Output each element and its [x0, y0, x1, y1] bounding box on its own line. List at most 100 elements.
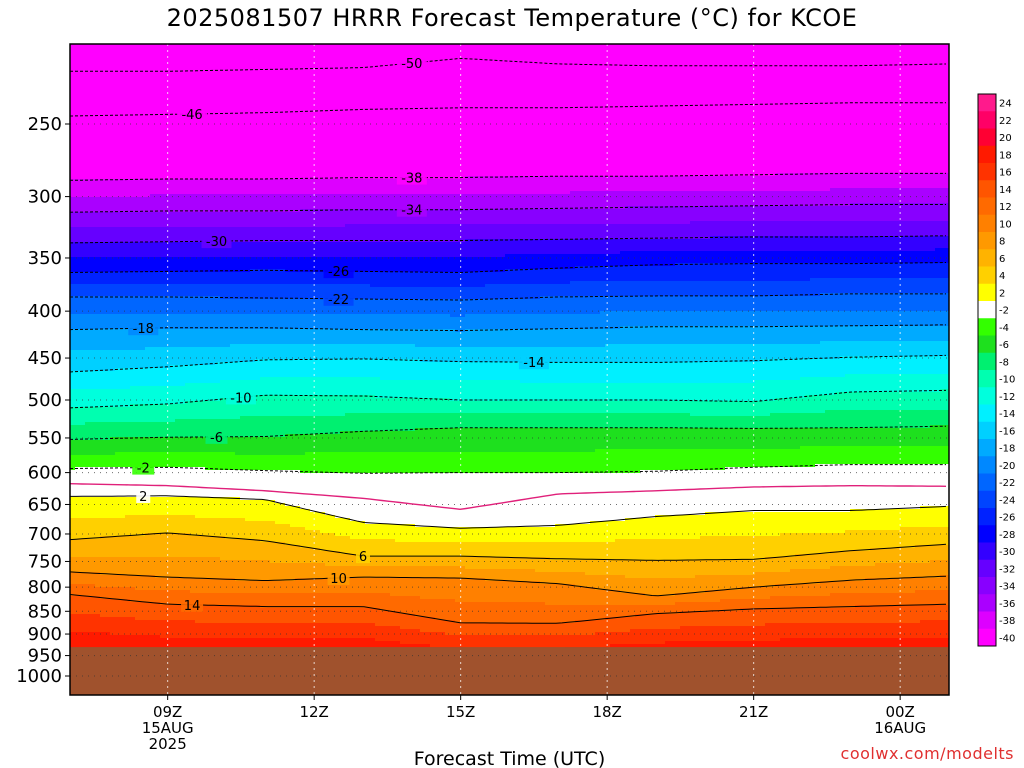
colorbar-label: -26: [999, 513, 1015, 524]
colorbar-label: -14: [999, 409, 1015, 420]
x-tick-label: 15AUG: [142, 719, 194, 737]
colorbar-label: -22: [999, 478, 1015, 489]
y-tick-label: 600: [28, 463, 62, 484]
isotherm-label: -14: [523, 356, 544, 371]
colorbar-swatch: [978, 232, 996, 250]
colorbar-label: -28: [999, 530, 1015, 541]
x-tick-label: 12Z: [299, 703, 328, 721]
isotherm-label-bg: [323, 264, 354, 279]
colorbar-label: -40: [999, 633, 1015, 644]
isotherm-line: [70, 532, 947, 561]
x-axis-label: Forecast Time (UTC): [414, 748, 605, 768]
isotherm-line: [70, 102, 946, 117]
colorbar-swatch: [978, 163, 996, 181]
isotherm-label-bg: [396, 170, 427, 185]
x-tick-label: 18Z: [592, 703, 621, 721]
colorbar-swatch: [978, 180, 996, 198]
y-tick-label: 700: [28, 524, 62, 545]
isotherm-label: -18: [133, 322, 154, 337]
colorbar-swatch: [978, 128, 996, 147]
colorbar-label: -34: [999, 582, 1015, 593]
colorbar-label: -38: [999, 616, 1015, 627]
colorbar-label: -4: [999, 323, 1009, 334]
isotherm-label-bg: [356, 549, 370, 564]
isotherm-label-bg: [181, 597, 204, 612]
colorbar-swatch: [978, 335, 996, 354]
colorbar-swatch: [978, 249, 996, 267]
isotherm-label: -2: [137, 462, 150, 477]
ground-fill: [70, 647, 949, 695]
isotherm-label-bg: [396, 202, 427, 217]
colorbar-swatch: [978, 542, 996, 561]
plot-frame: [69, 43, 950, 696]
isotherm-label-bg: [177, 106, 208, 121]
colorbar-swatch: [978, 301, 996, 319]
colorbar-swatch: [978, 508, 996, 526]
colorbar-label: 12: [999, 202, 1012, 213]
colorbar-swatch: [978, 318, 996, 336]
chart-title: 2025081507 HRRR Forecast Temperature (°C…: [166, 4, 858, 32]
x-tick-label: 00Z: [885, 703, 914, 721]
colorbar-label: 22: [999, 116, 1012, 127]
colorbar-label: 24: [999, 99, 1012, 110]
isotherm-label: -46: [181, 108, 202, 123]
colorbar-swatch: [978, 197, 996, 216]
colorbar-label: -10: [999, 375, 1015, 386]
isotherm-label: 6: [359, 550, 367, 565]
y-tick-label: 350: [28, 248, 62, 269]
y-tick-label: 500: [28, 390, 62, 411]
y-tick-label: 400: [28, 301, 62, 322]
x-tick-label: 09Z: [153, 703, 182, 721]
x-tick-label: 21Z: [739, 703, 768, 721]
isotherm-line: [70, 204, 946, 213]
isotherm-label: -10: [230, 391, 251, 406]
isotherm-label-bg: [225, 390, 256, 405]
isotherm-label-bg: [136, 488, 151, 503]
colorbar-swatch: [978, 611, 996, 630]
colorbar-swatch: [978, 456, 996, 474]
colorbar-swatch: [978, 559, 996, 578]
colorbar-swatch: [978, 628, 996, 647]
isotherm-line: [70, 594, 947, 624]
x-tick-label: 15Z: [446, 703, 475, 721]
isotherm-label-bg: [518, 355, 549, 370]
y-tick-label: 800: [28, 577, 62, 598]
colorbar-label: 10: [999, 219, 1012, 230]
isotherm-label-bg: [327, 570, 350, 585]
isotherm-line: [70, 354, 947, 373]
isotherm-label-bg: [128, 321, 159, 336]
colorbar-label: 18: [999, 150, 1012, 161]
colorbar-label: -24: [999, 495, 1015, 506]
isotherm-line: [70, 172, 946, 181]
colorbar-label: 16: [999, 168, 1012, 179]
isotherm-line: [70, 495, 947, 529]
colorbar-label: -12: [999, 392, 1015, 403]
isotherm-label-bg: [323, 291, 354, 306]
isotherm-label: -26: [328, 265, 349, 280]
colorbar-swatch: [978, 145, 996, 164]
y-tick-label: 1000: [16, 666, 62, 687]
colorbar-label: -30: [999, 547, 1015, 558]
y-tick-label: 450: [28, 348, 62, 369]
isotherm-label: 10: [330, 572, 347, 587]
colorbar-swatch: [978, 594, 996, 612]
colorbar-swatch: [978, 283, 996, 302]
isotherm-line: [70, 464, 946, 474]
isotherm-label-bg: [205, 429, 228, 444]
isotherm-label-bg: [132, 460, 155, 475]
colorbar-label: -16: [999, 426, 1015, 437]
colorbar-swatch: [978, 577, 996, 595]
y-tick-label: 250: [28, 114, 62, 135]
isotherm-label: -34: [401, 204, 422, 219]
site-credit[interactable]: coolwx.com/modelts: [840, 744, 1014, 763]
isotherm-label: -30: [206, 235, 227, 250]
colorbar-label: 6: [999, 254, 1005, 265]
x-tick-label: 16AUG: [874, 719, 926, 737]
colorbar-swatch: [978, 370, 996, 388]
isotherm-label: 14: [184, 599, 201, 614]
colorbar-swatch: [978, 421, 996, 440]
colorbar-label: 4: [999, 271, 1005, 282]
colorbar-swatch: [978, 404, 996, 423]
colorbar-swatch: [978, 352, 996, 371]
